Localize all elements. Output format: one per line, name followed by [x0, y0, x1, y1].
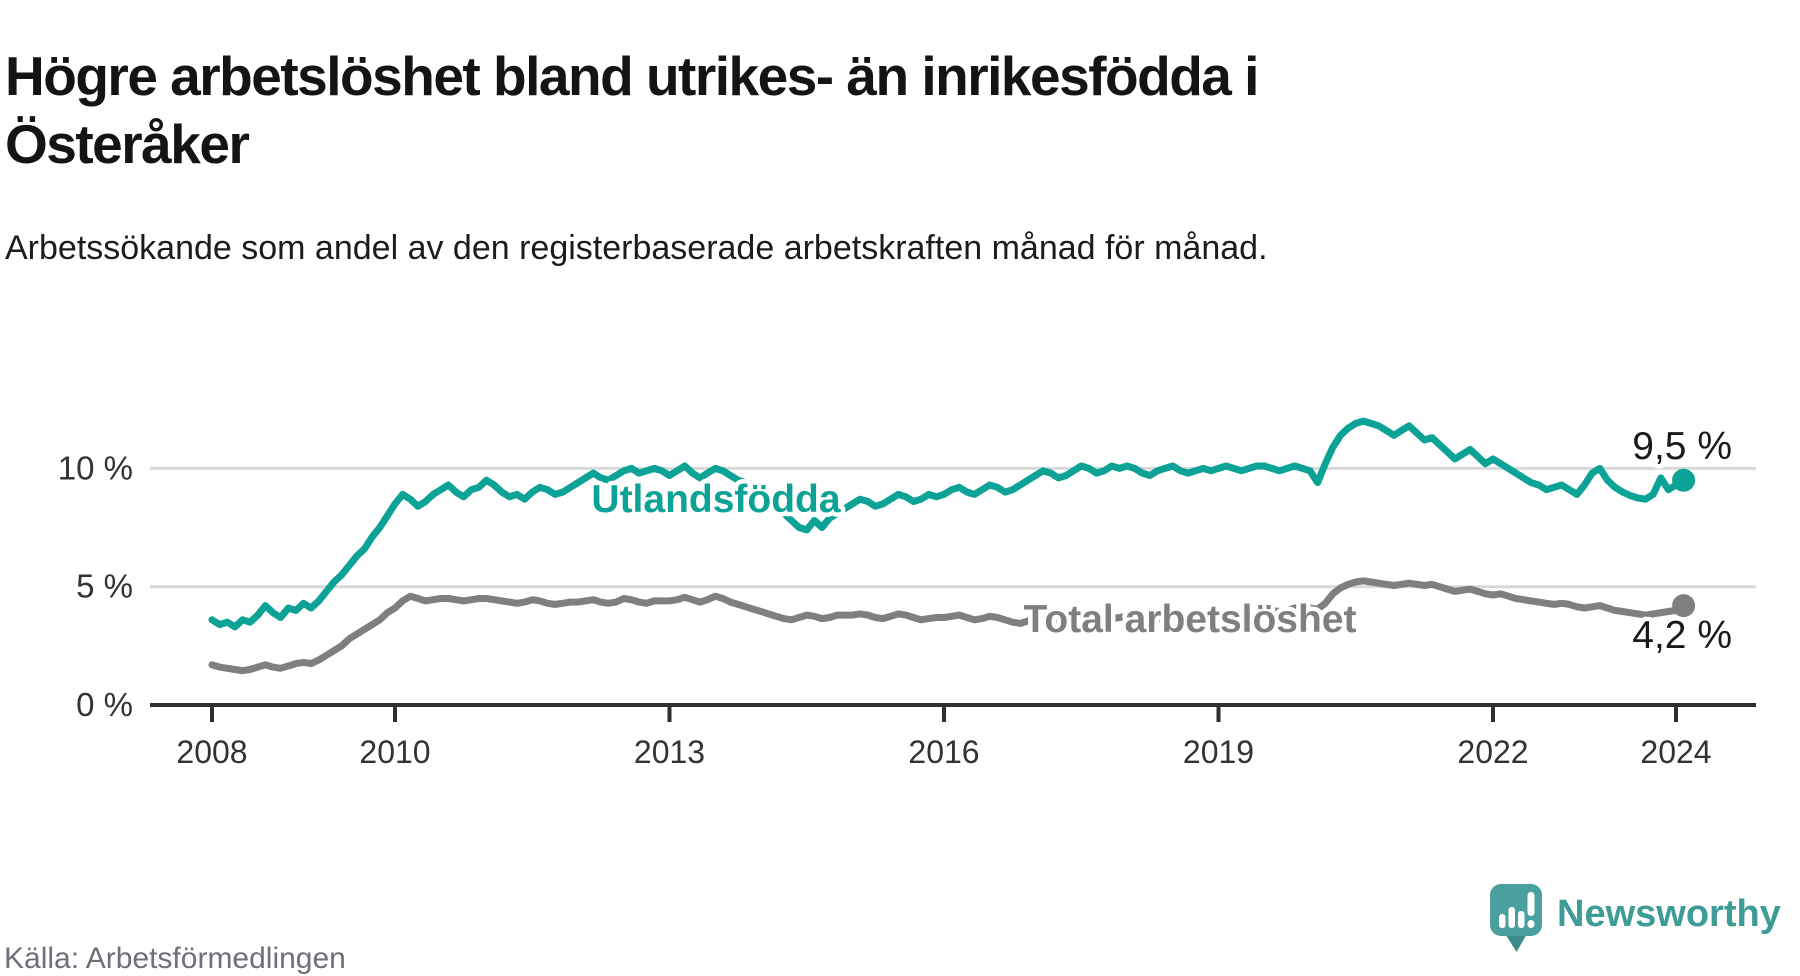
brand-name: Newsworthy: [1557, 893, 1781, 935]
y-axis-tick-label: 5 %: [76, 568, 133, 605]
newsworthy-logo: Newsworthy: [1490, 884, 1781, 954]
series-label-utlandsfodda: Utlandsfödda: [591, 478, 840, 521]
chart-subtitle: Arbetssökande som andel av den registerb…: [5, 229, 1268, 267]
series-end-dot-1: [1672, 594, 1696, 618]
x-axis-tick-label: 2010: [359, 734, 430, 770]
x-axis-tick-label: 2013: [634, 734, 705, 770]
y-axis-tick-label: 0 %: [76, 686, 133, 723]
end-value-label-utlandsfodda: 9,5 %: [1632, 425, 1732, 468]
source-attribution: Källa: Arbetsförmedlingen: [4, 942, 346, 975]
end-value-label-total: 4,2 %: [1632, 614, 1732, 657]
x-axis-tick-label: 2019: [1183, 734, 1254, 770]
x-axis-tick-label: 2016: [908, 734, 979, 770]
series-line-1: [208, 577, 1688, 675]
newsworthy-speech-bubble-chart-icon: [1490, 884, 1542, 952]
page-title: Högre arbetslöshet bland utrikes- än inr…: [5, 44, 1259, 176]
series-line-0: [208, 417, 1688, 631]
x-axis-tick-label: 2008: [176, 734, 247, 770]
series-label-total-arbetsloshet: Total arbetslöshet: [1023, 598, 1356, 641]
x-axis-tick-label: 2022: [1457, 734, 1528, 770]
gridlines: 0 % 5 % 10 %: [58, 449, 1756, 723]
data-series: [208, 417, 1696, 675]
series-end-dot-0: [1672, 468, 1696, 492]
y-axis-tick-label: 10 %: [58, 449, 133, 486]
line-chart: 0 %5 %10 % 2008 2010 2013 2016 2019 2022 2024 …: [58, 417, 1756, 770]
x-axis: 2008 2010 2013 2016 2019 2022 2024: [150, 703, 1756, 770]
x-axis-tick-label: 2024: [1640, 734, 1711, 770]
